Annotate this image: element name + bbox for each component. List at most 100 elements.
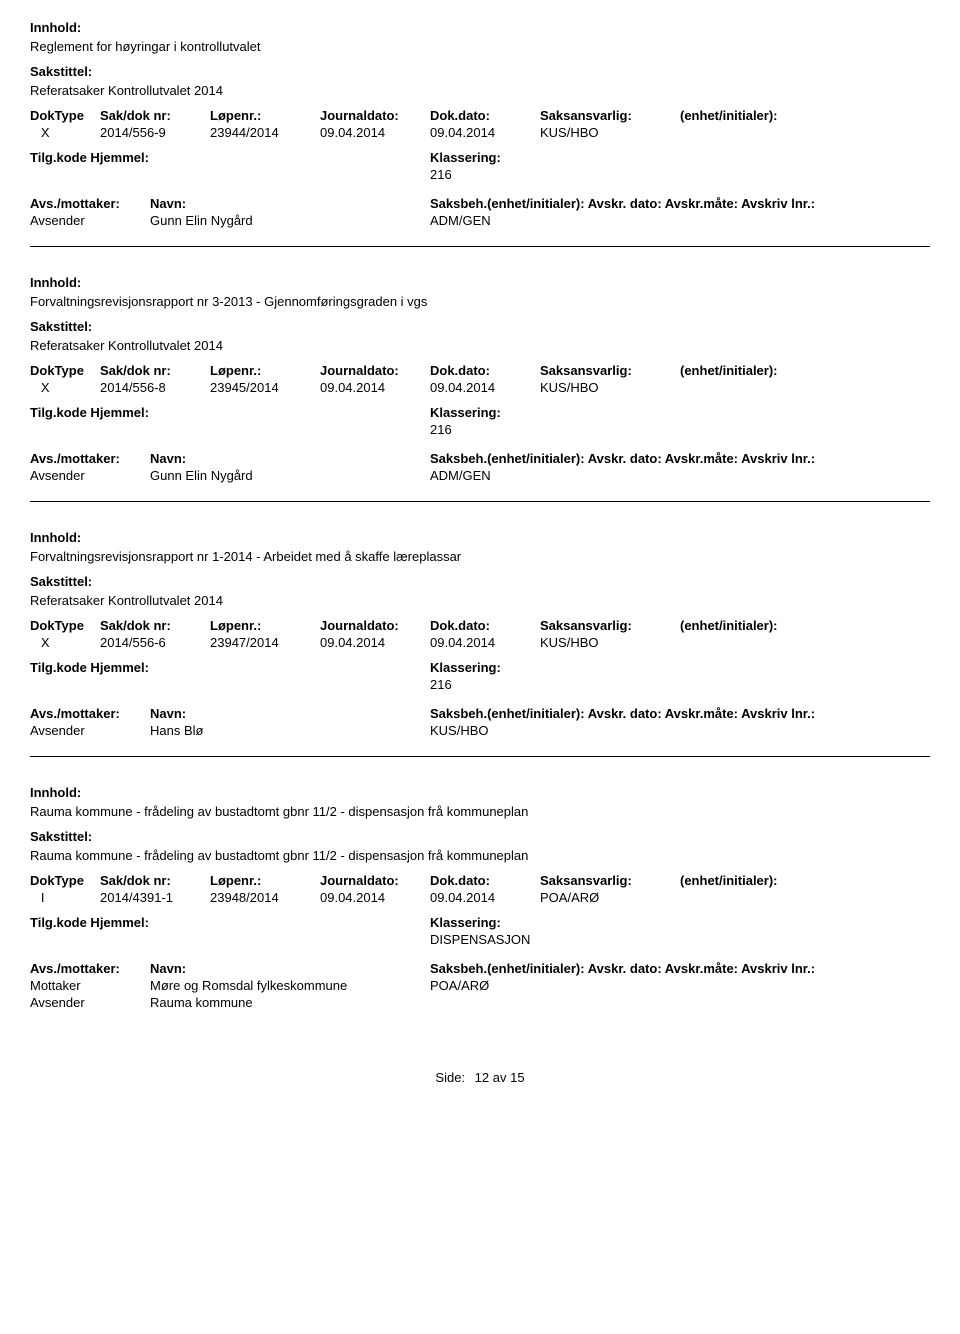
footer-label: Side:	[435, 1070, 465, 1085]
val-ddato: 09.04.2014	[430, 380, 540, 395]
hdr-ddato: Dok.dato:	[430, 363, 540, 378]
hdr-jdato: Journaldato:	[320, 873, 430, 888]
val-lopenr: 23948/2014	[210, 890, 320, 905]
avs-mottaker-label: Avs./mottaker:	[30, 451, 150, 466]
footer-page: 12	[475, 1070, 489, 1085]
avs-header: Avs./mottaker:Navn: Saksbeh.(enhet/initia…	[30, 961, 930, 976]
party-type: Avsender	[30, 468, 150, 483]
tilg-hjemmel-label: Tilg.kode Hjemmel:	[30, 150, 430, 182]
val-lopenr: 23947/2014	[210, 635, 320, 650]
klassering-value: 216	[430, 167, 930, 182]
klassering-label: Klassering:	[430, 150, 930, 165]
column-headers: DokTypeSak/dok nr:Løpenr.:Journaldato:Do…	[30, 108, 930, 123]
val-saksansvarlig: KUS/HBO	[540, 380, 680, 395]
val-ddato: 09.04.2014	[430, 125, 540, 140]
party-row: AvsenderHans BløKUS/HBO	[30, 723, 930, 738]
hdr-jdato: Journaldato:	[320, 363, 430, 378]
column-headers: DokTypeSak/dok nr:Løpenr.:Journaldato:Do…	[30, 618, 930, 633]
party-row: AvsenderRauma kommune	[30, 995, 930, 1010]
hdr-lopenr: Løpenr.:	[210, 618, 320, 633]
hdr-doktype: DokType	[30, 618, 100, 633]
party-saksbeh: ADM/GEN	[430, 213, 930, 228]
journal-record: Innhold:Forvaltningsrevisjonsrapport nr …	[30, 275, 930, 502]
column-headers: DokTypeSak/dok nr:Løpenr.:Journaldato:Do…	[30, 873, 930, 888]
hdr-sakdok: Sak/dok nr:	[100, 363, 210, 378]
party-saksbeh: ADM/GEN	[430, 468, 930, 483]
journal-record: Innhold:Reglement for høyringar i kontro…	[30, 20, 930, 247]
tilg-hjemmel-label: Tilg.kode Hjemmel:	[30, 660, 430, 692]
party-type: Avsender	[30, 213, 150, 228]
hdr-lopenr: Løpenr.:	[210, 873, 320, 888]
val-lopenr: 23945/2014	[210, 380, 320, 395]
hdr-sakdok: Sak/dok nr:	[100, 873, 210, 888]
val-doktype: X	[30, 380, 100, 395]
tilg-row: Tilg.kode Hjemmel:Klassering: 216	[30, 405, 930, 437]
navn-label: Navn:	[150, 706, 186, 721]
avs-header: Avs./mottaker:Navn:Saksbeh.(enhet/initia…	[30, 196, 930, 211]
hdr-doktype: DokType	[30, 873, 100, 888]
hdr-saksansvarlig: Saksansvarlig:	[540, 618, 680, 633]
val-sakdok: 2014/556-6	[100, 635, 210, 650]
klassering-value: DISPENSASJON	[430, 932, 930, 947]
avs-header: Avs./mottaker:Navn:Saksbeh.(enhet/initia…	[30, 706, 930, 721]
val-jdato: 09.04.2014	[320, 380, 430, 395]
tilg-row: Tilg.kode Hjemmel:Klassering:216	[30, 660, 930, 692]
hdr-lopenr: Løpenr.:	[210, 363, 320, 378]
innhold-label: Innhold:	[30, 785, 930, 800]
val-sakdok: 2014/4391-1	[100, 890, 210, 905]
party-name: Møre og Romsdal fylkeskommune	[150, 978, 430, 993]
hdr-enhet: (enhet/initialer):	[680, 618, 930, 633]
val-sakdok: 2014/556-8	[100, 380, 210, 395]
party-saksbeh	[430, 995, 930, 1010]
val-saksansvarlig: KUS/HBO	[540, 125, 680, 140]
column-values: I2014/4391-123948/201409.04.201409.04.20…	[30, 890, 930, 905]
val-jdato: 09.04.2014	[320, 635, 430, 650]
val-enhet	[680, 890, 930, 905]
klassering-label: Klassering:	[430, 405, 930, 420]
column-values: X2014/556-923944/201409.04.201409.04.201…	[30, 125, 930, 140]
party-name: Gunn Elin Nygård	[150, 213, 430, 228]
footer-total: 15	[510, 1070, 524, 1085]
val-doktype: X	[30, 635, 100, 650]
navn-label: Navn:	[150, 961, 186, 976]
klassering-value: 216	[430, 422, 930, 437]
tilg-hjemmel-label: Tilg.kode Hjemmel:	[30, 405, 430, 437]
party-name: Hans Blø	[150, 723, 430, 738]
party-saksbeh: POA/ARØ	[430, 978, 930, 993]
avs-mottaker-label: Avs./mottaker:	[30, 196, 150, 211]
val-enhet	[680, 125, 930, 140]
val-doktype: X	[30, 125, 100, 140]
hdr-enhet: (enhet/initialer):	[680, 873, 930, 888]
val-lopenr: 23944/2014	[210, 125, 320, 140]
sakstittel-text: Rauma kommune - frådeling av bustadtomt …	[30, 848, 930, 863]
hdr-enhet: (enhet/initialer):	[680, 363, 930, 378]
sakstittel-label: Sakstittel:	[30, 319, 930, 334]
val-enhet	[680, 635, 930, 650]
hdr-ddato: Dok.dato:	[430, 618, 540, 633]
party-type: Avsender	[30, 995, 150, 1010]
column-values: X2014/556-623947/201409.04.201409.04.201…	[30, 635, 930, 650]
journal-record: Innhold:Forvaltningsrevisjonsrapport nr …	[30, 530, 930, 757]
saksbeh-header: Saksbeh.(enhet/initialer): Avskr. dato: …	[430, 961, 930, 976]
tilg-row: Tilg.kode Hjemmel:Klassering:DISPENSASJO…	[30, 915, 930, 947]
party-row: AvsenderGunn Elin NygårdADM/GEN	[30, 468, 930, 483]
sakstittel-text: Referatsaker Kontrollutvalet 2014	[30, 83, 930, 98]
party-type: Avsender	[30, 723, 150, 738]
hdr-saksansvarlig: Saksansvarlig:	[540, 108, 680, 123]
innhold-text: Rauma kommune - frådeling av bustadtomt …	[30, 804, 930, 819]
saksbeh-header: Saksbeh.(enhet/initialer): Avskr. dato: …	[430, 451, 930, 466]
page-footer: Side: 12 av 15	[30, 1070, 930, 1085]
sakstittel-text: Referatsaker Kontrollutvalet 2014	[30, 338, 930, 353]
sakstittel-text: Referatsaker Kontrollutvalet 2014	[30, 593, 930, 608]
val-jdato: 09.04.2014	[320, 890, 430, 905]
avs-mottaker-label: Avs./mottaker:	[30, 961, 150, 976]
val-saksansvarlig: POA/ARØ	[540, 890, 680, 905]
innhold-text: Forvaltningsrevisjonsrapport nr 1-2014 -…	[30, 549, 930, 564]
innhold-label: Innhold:	[30, 20, 930, 35]
hdr-sakdok: Sak/dok nr:	[100, 618, 210, 633]
footer-sep: av	[493, 1070, 507, 1085]
hdr-doktype: DokType	[30, 363, 100, 378]
party-name: Rauma kommune	[150, 995, 430, 1010]
record-divider	[30, 756, 930, 757]
hdr-saksansvarlig: Saksansvarlig:	[540, 363, 680, 378]
